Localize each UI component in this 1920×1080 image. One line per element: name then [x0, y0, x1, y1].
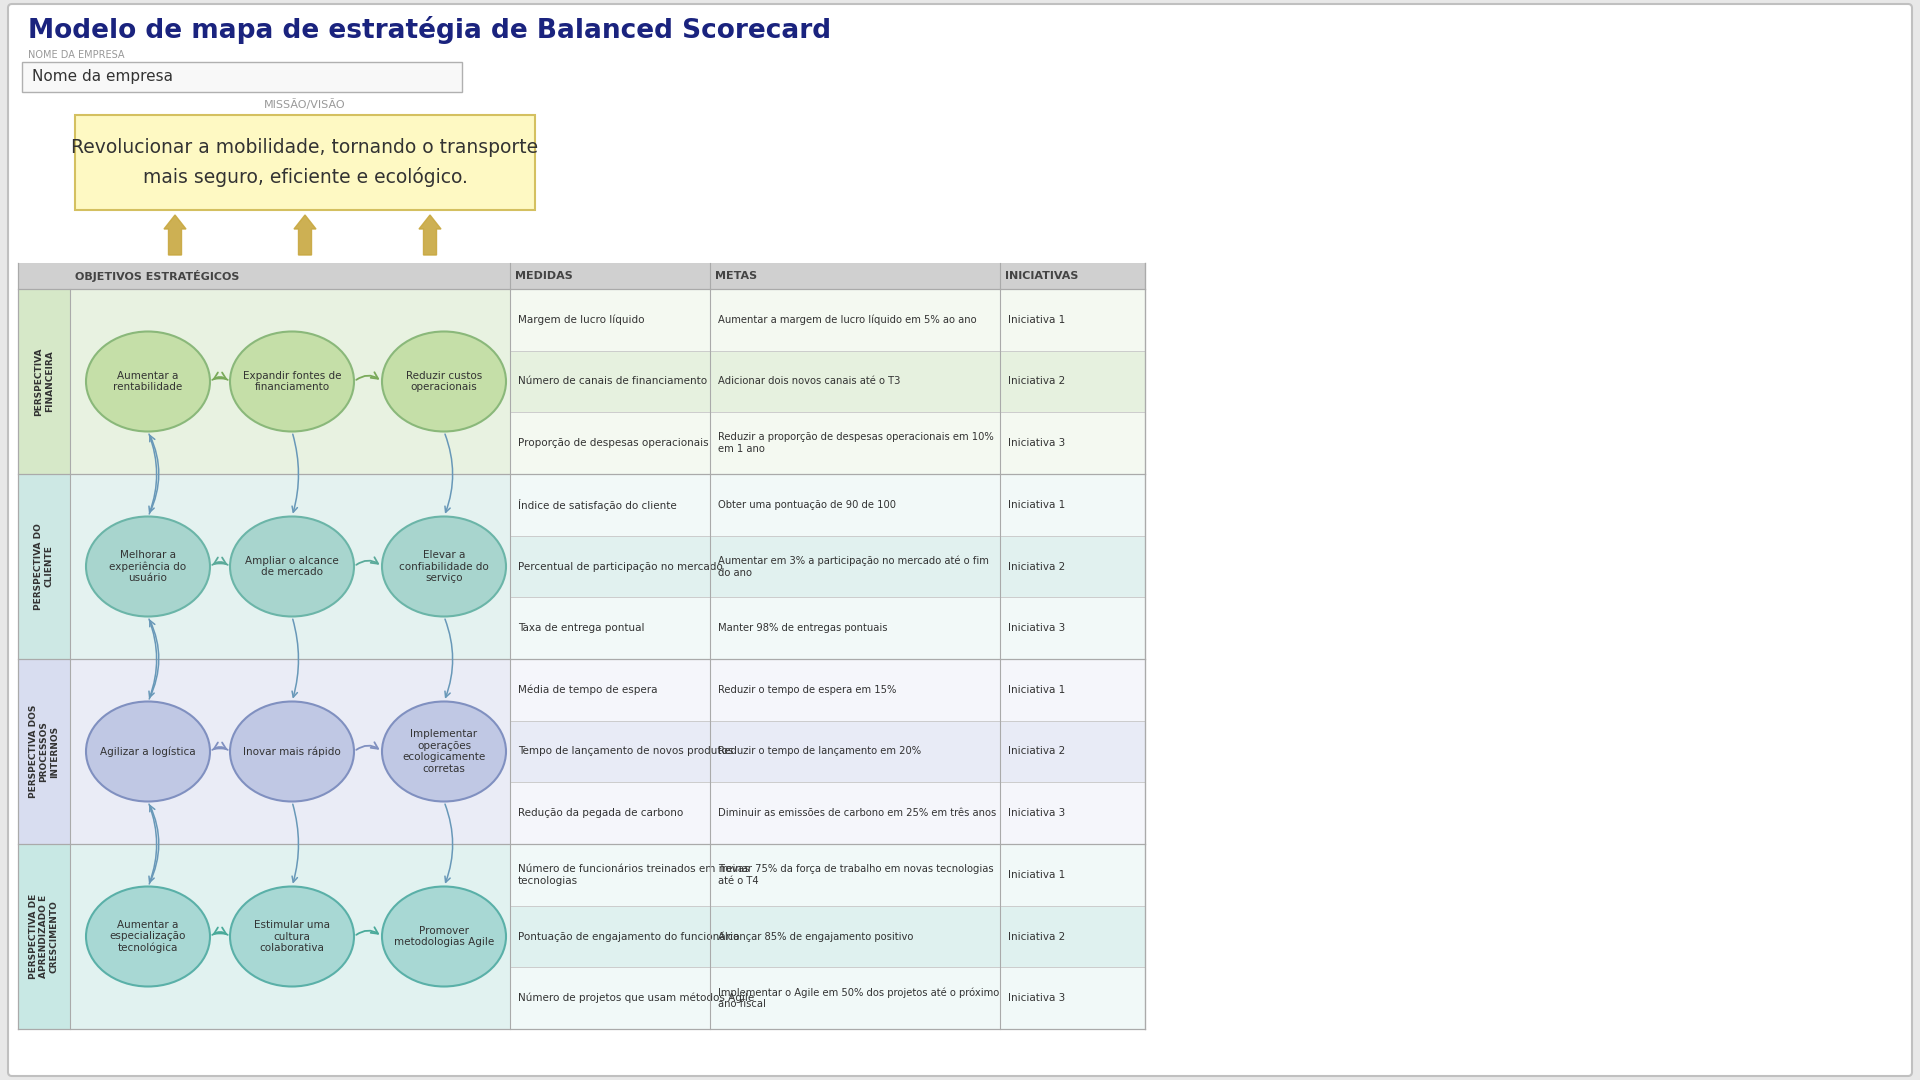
Ellipse shape [230, 332, 353, 432]
Text: Elevar a
confiabilidade do
serviço: Elevar a confiabilidade do serviço [399, 550, 490, 583]
Text: Número de projetos que usam métodos Agile: Número de projetos que usam métodos Agil… [518, 993, 755, 1003]
Text: Iniciativa 3: Iniciativa 3 [1008, 994, 1066, 1003]
Text: Iniciativa 2: Iniciativa 2 [1008, 377, 1066, 387]
FancyBboxPatch shape [69, 474, 511, 659]
FancyBboxPatch shape [17, 659, 1144, 843]
Text: MISSÃO/VISÃO: MISSÃO/VISÃO [265, 99, 346, 110]
Text: Média de tempo de espera: Média de tempo de espera [518, 685, 657, 696]
Text: Adicionar dois novos canais até o T3: Adicionar dois novos canais até o T3 [718, 377, 900, 387]
FancyBboxPatch shape [69, 843, 511, 1029]
FancyBboxPatch shape [17, 474, 1144, 659]
Ellipse shape [382, 332, 507, 432]
Text: Aumentar a margem de lucro líquido em 5% ao ano: Aumentar a margem de lucro líquido em 5%… [718, 314, 977, 325]
FancyBboxPatch shape [511, 351, 1144, 413]
Text: Estimular uma
cultura
colaborativa: Estimular uma cultura colaborativa [253, 920, 330, 953]
Text: Reduzir o tempo de espera em 15%: Reduzir o tempo de espera em 15% [718, 685, 897, 694]
Ellipse shape [230, 702, 353, 801]
Text: Agilizar a logística: Agilizar a logística [100, 746, 196, 757]
Text: Iniciativa 1: Iniciativa 1 [1008, 685, 1066, 694]
Text: Iniciativa 1: Iniciativa 1 [1008, 869, 1066, 880]
FancyBboxPatch shape [17, 474, 69, 659]
Text: Aumentar em 3% a participação no mercado até o fim
do ano: Aumentar em 3% a participação no mercado… [718, 555, 989, 578]
Text: Ampliar o alcance
de mercado: Ampliar o alcance de mercado [246, 556, 338, 578]
Text: Treinar 75% da força de trabalho em novas tecnologias
até o T4: Treinar 75% da força de trabalho em nova… [718, 864, 995, 886]
Text: Índice de satisfação do cliente: Índice de satisfação do cliente [518, 499, 676, 511]
Ellipse shape [230, 516, 353, 617]
Text: Proporção de despesas operacionais: Proporção de despesas operacionais [518, 438, 708, 448]
Ellipse shape [86, 702, 209, 801]
Text: OBJETIVOS ESTRATÉGICOS: OBJETIVOS ESTRATÉGICOS [75, 270, 240, 282]
Text: METAS: METAS [714, 271, 756, 281]
Text: Expandir fontes de
financiamento: Expandir fontes de financiamento [242, 370, 342, 392]
Text: Percentual de participação no mercado: Percentual de participação no mercado [518, 562, 722, 571]
Ellipse shape [86, 887, 209, 986]
Text: Modelo de mapa de estratégia de Balanced Scorecard: Modelo de mapa de estratégia de Balanced… [29, 16, 831, 44]
Text: Manter 98% de entregas pontuais: Manter 98% de entregas pontuais [718, 623, 887, 633]
Text: Iniciativa 2: Iniciativa 2 [1008, 562, 1066, 571]
Text: Número de funcionários treinados em novas
tecnologias: Número de funcionários treinados em nova… [518, 864, 749, 886]
Text: Inovar mais rápido: Inovar mais rápido [244, 746, 342, 757]
Text: Pontuação de engajamento do funcionário: Pontuação de engajamento do funcionário [518, 931, 739, 942]
Ellipse shape [382, 887, 507, 986]
Text: Revolucionar a mobilidade, tornando o transporte
mais seguro, eficiente e ecológ: Revolucionar a mobilidade, tornando o tr… [71, 138, 540, 187]
FancyBboxPatch shape [21, 62, 463, 92]
Text: Implementar
operações
ecologicamente
corretas: Implementar operações ecologicamente cor… [403, 729, 486, 774]
Text: Aumentar a
rentabilidade: Aumentar a rentabilidade [113, 370, 182, 392]
FancyBboxPatch shape [69, 659, 511, 843]
FancyArrow shape [419, 215, 442, 255]
FancyBboxPatch shape [511, 536, 1144, 597]
Text: Iniciativa 2: Iniciativa 2 [1008, 931, 1066, 942]
Text: NOME DA EMPRESA: NOME DA EMPRESA [29, 50, 125, 60]
Text: Implementar o Agile em 50% dos projetos até o próximo
ano fiscal: Implementar o Agile em 50% dos projetos … [718, 987, 998, 1009]
FancyBboxPatch shape [75, 114, 536, 210]
FancyBboxPatch shape [17, 289, 1144, 474]
Text: Tempo de lançamento de novos produtos: Tempo de lançamento de novos produtos [518, 746, 733, 756]
FancyBboxPatch shape [17, 264, 1144, 289]
Text: PERSPECTIVA DE
APRENDIZADO E
CRESCIMENTO: PERSPECTIVA DE APRENDIZADO E CRESCIMENTO [29, 894, 60, 980]
Ellipse shape [86, 516, 209, 617]
Text: Iniciativa 1: Iniciativa 1 [1008, 500, 1066, 510]
Ellipse shape [382, 702, 507, 801]
Ellipse shape [230, 887, 353, 986]
Text: PERSPECTIVA DOS
PROCESSOS
INTERNOS: PERSPECTIVA DOS PROCESSOS INTERNOS [29, 705, 60, 798]
Ellipse shape [382, 516, 507, 617]
Text: Taxa de entrega pontual: Taxa de entrega pontual [518, 623, 645, 633]
Text: Aumentar a
especialização
tecnológica: Aumentar a especialização tecnológica [109, 919, 186, 954]
Text: Iniciativa 2: Iniciativa 2 [1008, 746, 1066, 756]
FancyArrow shape [163, 215, 186, 255]
Text: MEDIDAS: MEDIDAS [515, 271, 572, 281]
Text: INICIATIVAS: INICIATIVAS [1004, 271, 1079, 281]
Text: Nome da empresa: Nome da empresa [33, 69, 173, 84]
Text: Redução da pegada de carbono: Redução da pegada de carbono [518, 808, 684, 819]
FancyBboxPatch shape [69, 289, 511, 474]
FancyBboxPatch shape [17, 843, 1144, 1029]
Text: Número de canais de financiamento: Número de canais de financiamento [518, 377, 707, 387]
FancyBboxPatch shape [8, 4, 1912, 1076]
Text: Margem de lucro líquido: Margem de lucro líquido [518, 314, 645, 325]
Text: Alcançar 85% de engajamento positivo: Alcançar 85% de engajamento positivo [718, 931, 914, 942]
Text: PERSPECTIVA DO
CLIENTE: PERSPECTIVA DO CLIENTE [35, 523, 54, 610]
FancyBboxPatch shape [17, 289, 69, 474]
FancyBboxPatch shape [511, 906, 1144, 968]
Text: Reduzir a proporção de despesas operacionais em 10%
em 1 ano: Reduzir a proporção de despesas operacio… [718, 432, 995, 454]
Text: PERSPECTIVA
FINANCEIRA: PERSPECTIVA FINANCEIRA [35, 348, 54, 416]
Text: Diminuir as emissões de carbono em 25% em três anos: Diminuir as emissões de carbono em 25% e… [718, 808, 996, 819]
Text: Iniciativa 3: Iniciativa 3 [1008, 623, 1066, 633]
Text: Obter uma pontuação de 90 de 100: Obter uma pontuação de 90 de 100 [718, 500, 897, 510]
FancyArrow shape [294, 215, 317, 255]
Text: Iniciativa 1: Iniciativa 1 [1008, 315, 1066, 325]
Text: Reduzir custos
operacionais: Reduzir custos operacionais [405, 370, 482, 392]
FancyBboxPatch shape [17, 659, 69, 843]
FancyBboxPatch shape [511, 720, 1144, 782]
Text: Reduzir o tempo de lançamento em 20%: Reduzir o tempo de lançamento em 20% [718, 746, 922, 756]
Text: Melhorar a
experiência do
usuário: Melhorar a experiência do usuário [109, 550, 186, 583]
FancyBboxPatch shape [17, 843, 69, 1029]
Text: Iniciativa 3: Iniciativa 3 [1008, 808, 1066, 819]
Text: Promover
metodologias Agile: Promover metodologias Agile [394, 926, 493, 947]
Text: Iniciativa 3: Iniciativa 3 [1008, 438, 1066, 448]
Ellipse shape [86, 332, 209, 432]
